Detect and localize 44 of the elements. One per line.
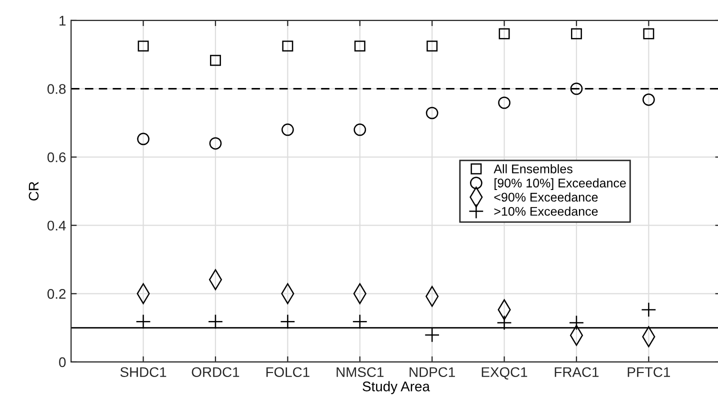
point [643,28,654,40]
point [426,40,438,52]
y-tick-label: 0.8 [47,84,66,94]
point [354,124,366,136]
x-tick-label: PFTC1 [628,367,670,378]
point [210,54,221,66]
x-tick-label: FOLC1 [266,367,310,378]
point [641,302,656,318]
x-axis-title: Study Area [362,381,430,394]
x-tick-label: NMSC1 [336,367,384,378]
point [498,28,510,40]
legend-label: [90% 10%] Exceedance [494,178,626,190]
point [568,315,584,330]
point [424,327,440,343]
point [352,314,368,330]
x-tick-label: FRAC1 [554,367,599,378]
point [208,314,224,330]
y-tick-label: 0 [59,357,66,368]
point [209,137,222,150]
legend-label: >10% Exceedance [494,206,598,216]
point [642,94,655,106]
point [137,132,150,146]
y-tick-label: 0.6 [47,152,66,162]
legend-label: All Ensembles [494,164,572,174]
point [282,124,294,136]
x-tick-label: SHDC1 [120,367,166,378]
y-axis-title: CR [28,182,39,201]
point [136,314,151,330]
point [570,82,583,95]
x-tick-label: EXQC1 [482,367,528,380]
y-tick-label: 0.2 [47,288,66,299]
point [282,40,294,52]
x-tick-label: NDPC1 [410,367,455,378]
point [570,28,582,40]
point [496,315,512,330]
point [498,96,510,109]
y-tick-label: 1 [60,16,66,26]
x-tick-label: ORDC1 [192,367,240,378]
y-tick-label: 0.4 [47,220,66,231]
legend-label: <90% Exceedance [494,192,598,202]
point [354,40,366,52]
point [280,314,296,330]
point [138,40,149,52]
point [426,106,438,120]
